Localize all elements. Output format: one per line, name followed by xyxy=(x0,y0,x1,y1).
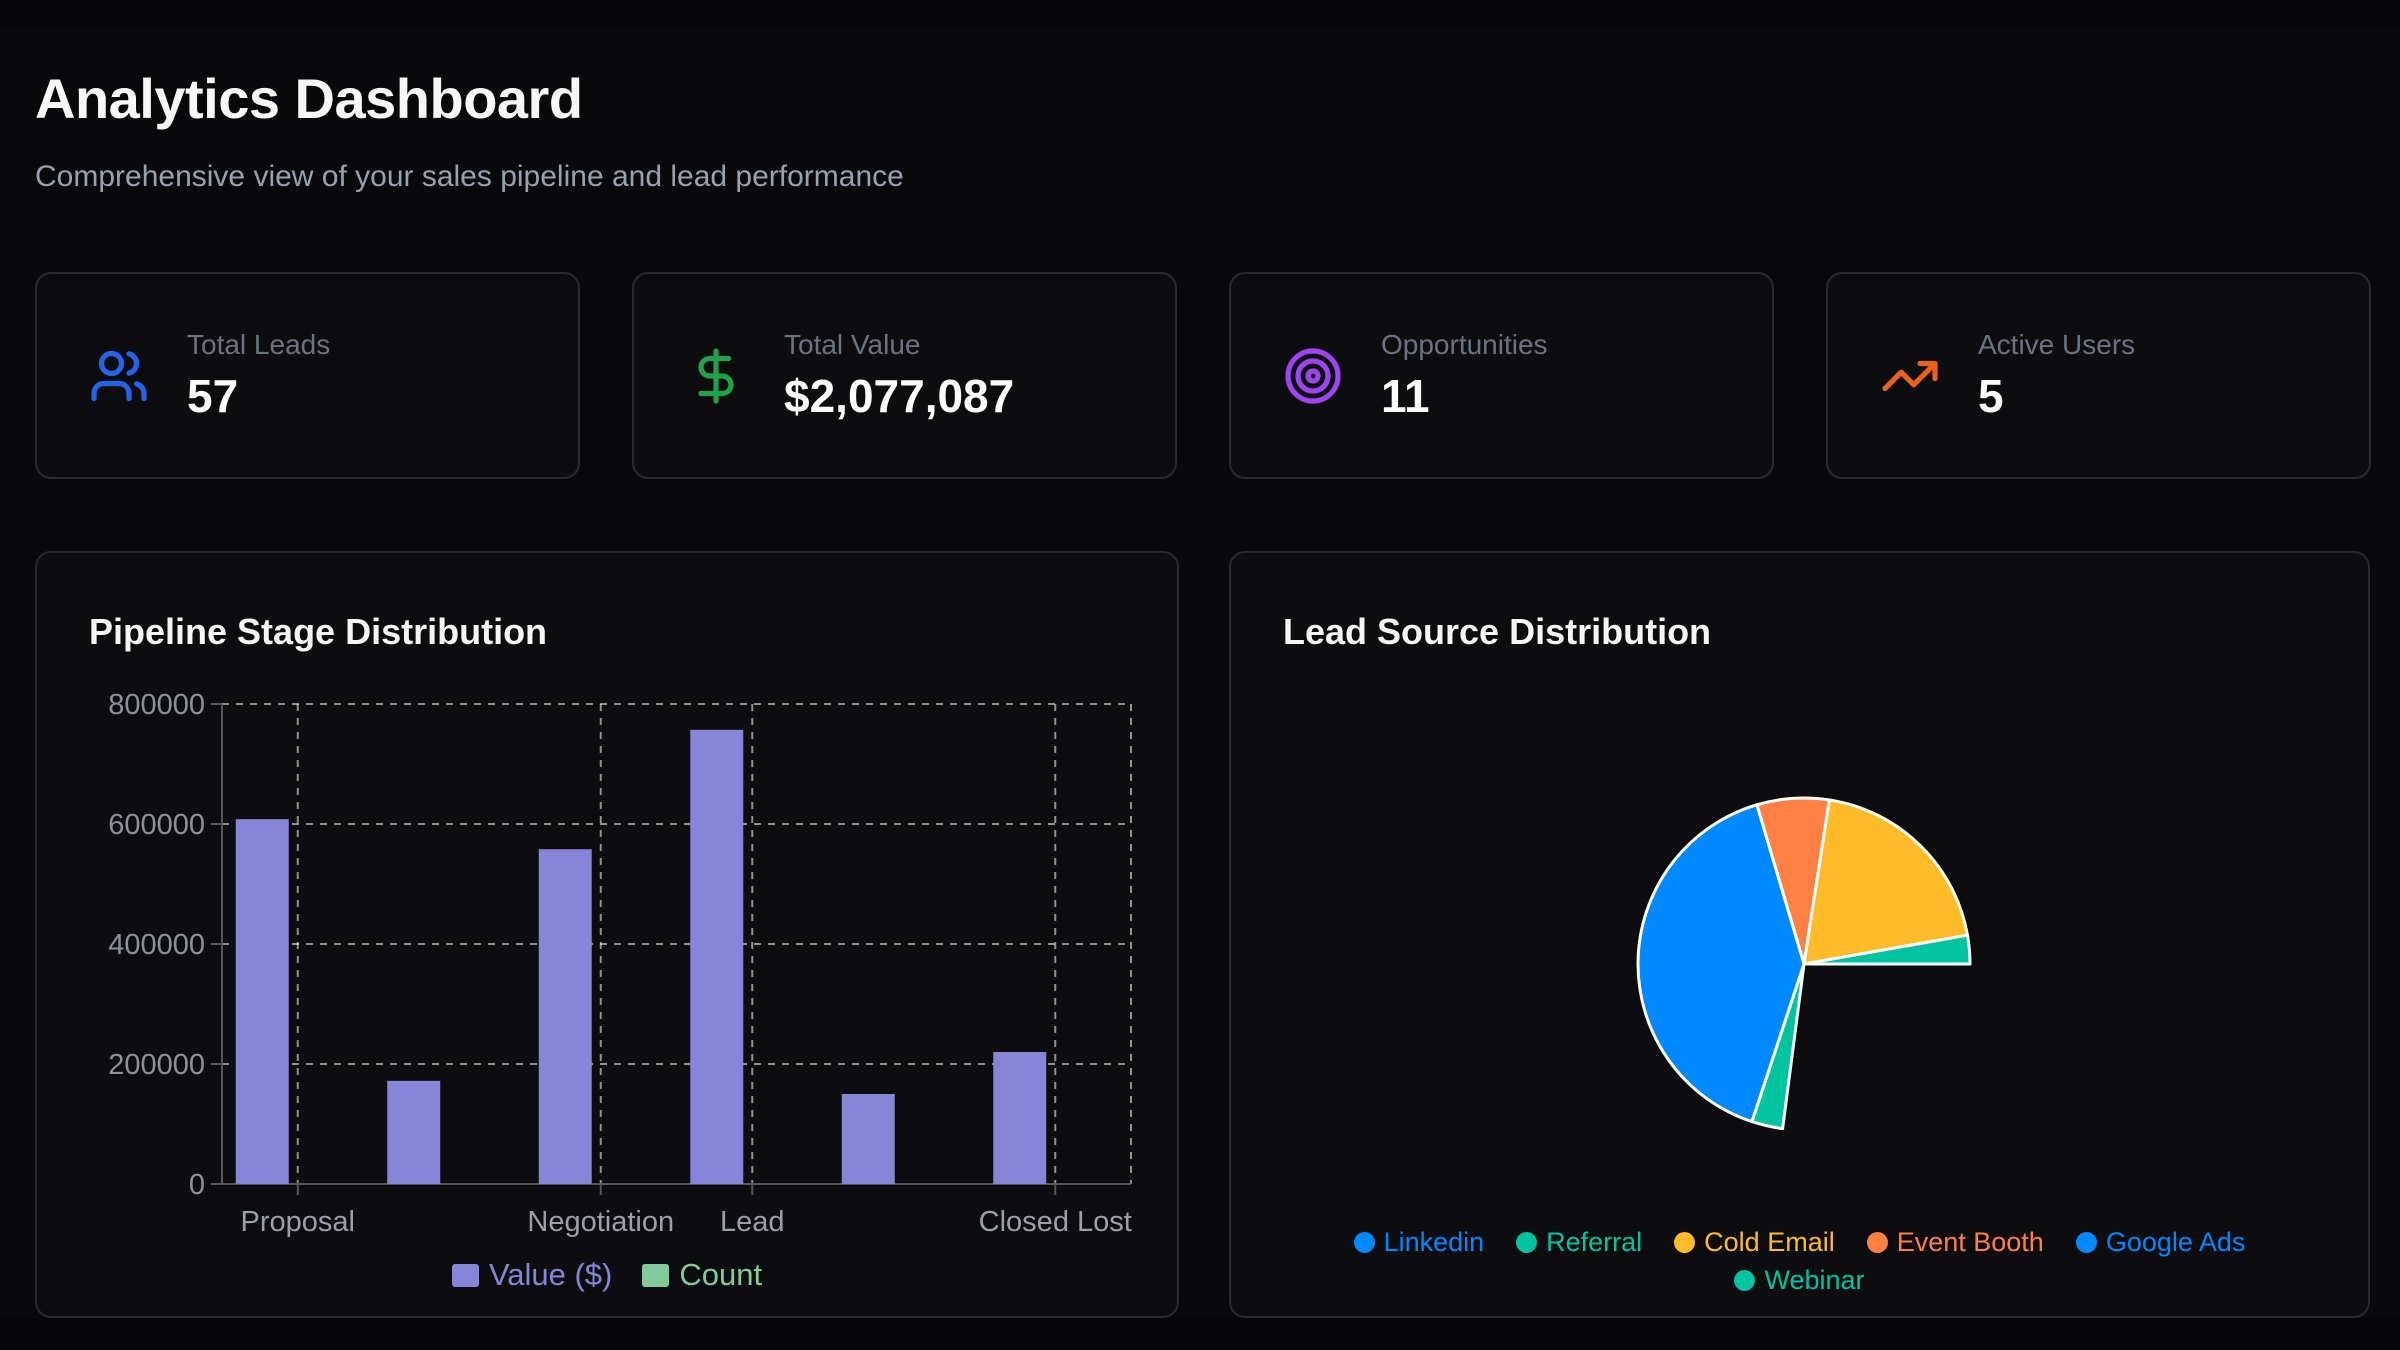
bar-value-1[interactable] xyxy=(387,1080,441,1184)
legend-dot xyxy=(1674,1232,1696,1253)
pie-legend-item-google-ads: Google Ads xyxy=(2075,1227,2246,1258)
dollar-sign-icon xyxy=(698,347,734,404)
stat-card-active-users: Active Users 5 xyxy=(1826,272,2371,479)
pie-legend-row-2: Webinar xyxy=(1231,1265,2368,1296)
x-axis-tick-lead: Lead xyxy=(720,1206,785,1238)
legend-label: Event Booth xyxy=(1896,1227,2044,1257)
stat-label: Total Value xyxy=(784,328,921,360)
stat-value: 11 xyxy=(1381,369,1430,422)
pie-legend-item-webinar: Webinar xyxy=(1734,1265,1865,1296)
pipeline-bar-chart[interactable]: 0 200000 400000 600000 800000 Proposal Negotia… xyxy=(37,553,1177,1316)
stat-label: Active Users xyxy=(1978,328,2136,360)
trending-up-icon xyxy=(1882,360,1938,391)
pie-legend-item-linkedin: Linkedin xyxy=(1353,1227,1485,1258)
x-axis-tick-negotiation: Negotiation xyxy=(527,1206,674,1238)
bar-value-4[interactable] xyxy=(841,1094,895,1184)
pie-slice-linkedin[interactable] xyxy=(1636,803,1806,1124)
stat-label: Opportunities xyxy=(1381,328,1548,360)
pie-legend-row-1: Linkedin Referral Cold Email Event Booth Goo… xyxy=(1231,1227,2368,1258)
pie-chart-title: Lead Source Distribution xyxy=(1283,611,1712,652)
pie-slice-cold-email[interactable] xyxy=(1802,798,1969,966)
bar-chart-legend: Value ($) Count xyxy=(37,1257,1177,1293)
stat-value: 57 xyxy=(187,369,239,422)
users-icon xyxy=(91,350,147,401)
pie-legend-item-cold-email: Cold Email xyxy=(1674,1227,1835,1258)
bar-value-3[interactable] xyxy=(690,729,744,1184)
stat-card-total-value: Total Value $2,077,087 xyxy=(632,272,1177,479)
y-axis-tick-200000: 200000 xyxy=(108,1049,205,1081)
legend-dot xyxy=(1516,1232,1538,1253)
legend-label: Cold Email xyxy=(1704,1227,1835,1257)
stat-cards-row: Total Leads 57 Total Value $2,077,087 Op… xyxy=(35,272,2371,479)
stat-value: $2,077,087 xyxy=(784,369,1015,422)
legend-label: Webinar xyxy=(1764,1265,1865,1295)
lead-source-panel: Lead Source Distribution Linkedin Referra… xyxy=(1229,551,2370,1318)
stat-label: Total Leads xyxy=(187,328,331,360)
legend-dot xyxy=(1734,1270,1756,1291)
lead-source-pie-chart[interactable] xyxy=(1231,553,2368,1316)
legend-dot xyxy=(2075,1232,2097,1253)
legend-label: Linkedin xyxy=(1383,1227,1485,1257)
stat-card-total-leads: Total Leads 57 xyxy=(35,272,580,479)
x-axis-tick-proposal: Proposal xyxy=(241,1206,355,1238)
legend-dot xyxy=(1866,1232,1888,1253)
count-legend-label: Count xyxy=(679,1257,763,1292)
bar-chart-title: Pipeline Stage Distribution xyxy=(89,611,548,652)
stat-card-opportunities: Opportunities 11 xyxy=(1229,272,1774,479)
legend-item-value: Value ($) xyxy=(451,1257,613,1293)
page-subtitle: Comprehensive view of your sales pipelin… xyxy=(35,160,904,193)
count-legend-swatch xyxy=(642,1263,670,1287)
target-icon xyxy=(1285,347,1341,404)
x-axis-tick-closed-lost: Closed Lost xyxy=(979,1206,1132,1238)
y-axis-tick-0: 0 xyxy=(189,1169,205,1201)
bar-value-0[interactable] xyxy=(235,819,289,1184)
legend-label: Google Ads xyxy=(2105,1227,2246,1257)
legend-label: Referral xyxy=(1546,1227,1643,1257)
pie-slice-referral[interactable] xyxy=(1802,933,1972,966)
bar-value-2[interactable] xyxy=(538,849,592,1184)
legend-item-count: Count xyxy=(642,1257,762,1293)
pie-legend-item-referral: Referral xyxy=(1516,1227,1642,1258)
stat-value: 5 xyxy=(1978,369,2004,422)
pie-legend-item-event-booth: Event Booth xyxy=(1866,1227,2044,1258)
y-axis-tick-400000: 400000 xyxy=(108,929,205,961)
y-axis-tick-600000: 600000 xyxy=(108,809,205,841)
bottom-edge-strip xyxy=(0,1318,2400,1350)
value-legend-swatch xyxy=(451,1263,479,1287)
value-legend-label: Value ($) xyxy=(488,1257,613,1292)
y-axis-tick-800000: 800000 xyxy=(108,689,205,721)
top-edge-strip xyxy=(0,0,2400,30)
pipeline-stage-panel: Pipeline Stage Distribution 0 200000 40000… xyxy=(35,551,1179,1318)
bar-value-5[interactable] xyxy=(993,1052,1047,1184)
legend-dot xyxy=(1353,1232,1375,1253)
page-title: Analytics Dashboard xyxy=(35,67,583,130)
